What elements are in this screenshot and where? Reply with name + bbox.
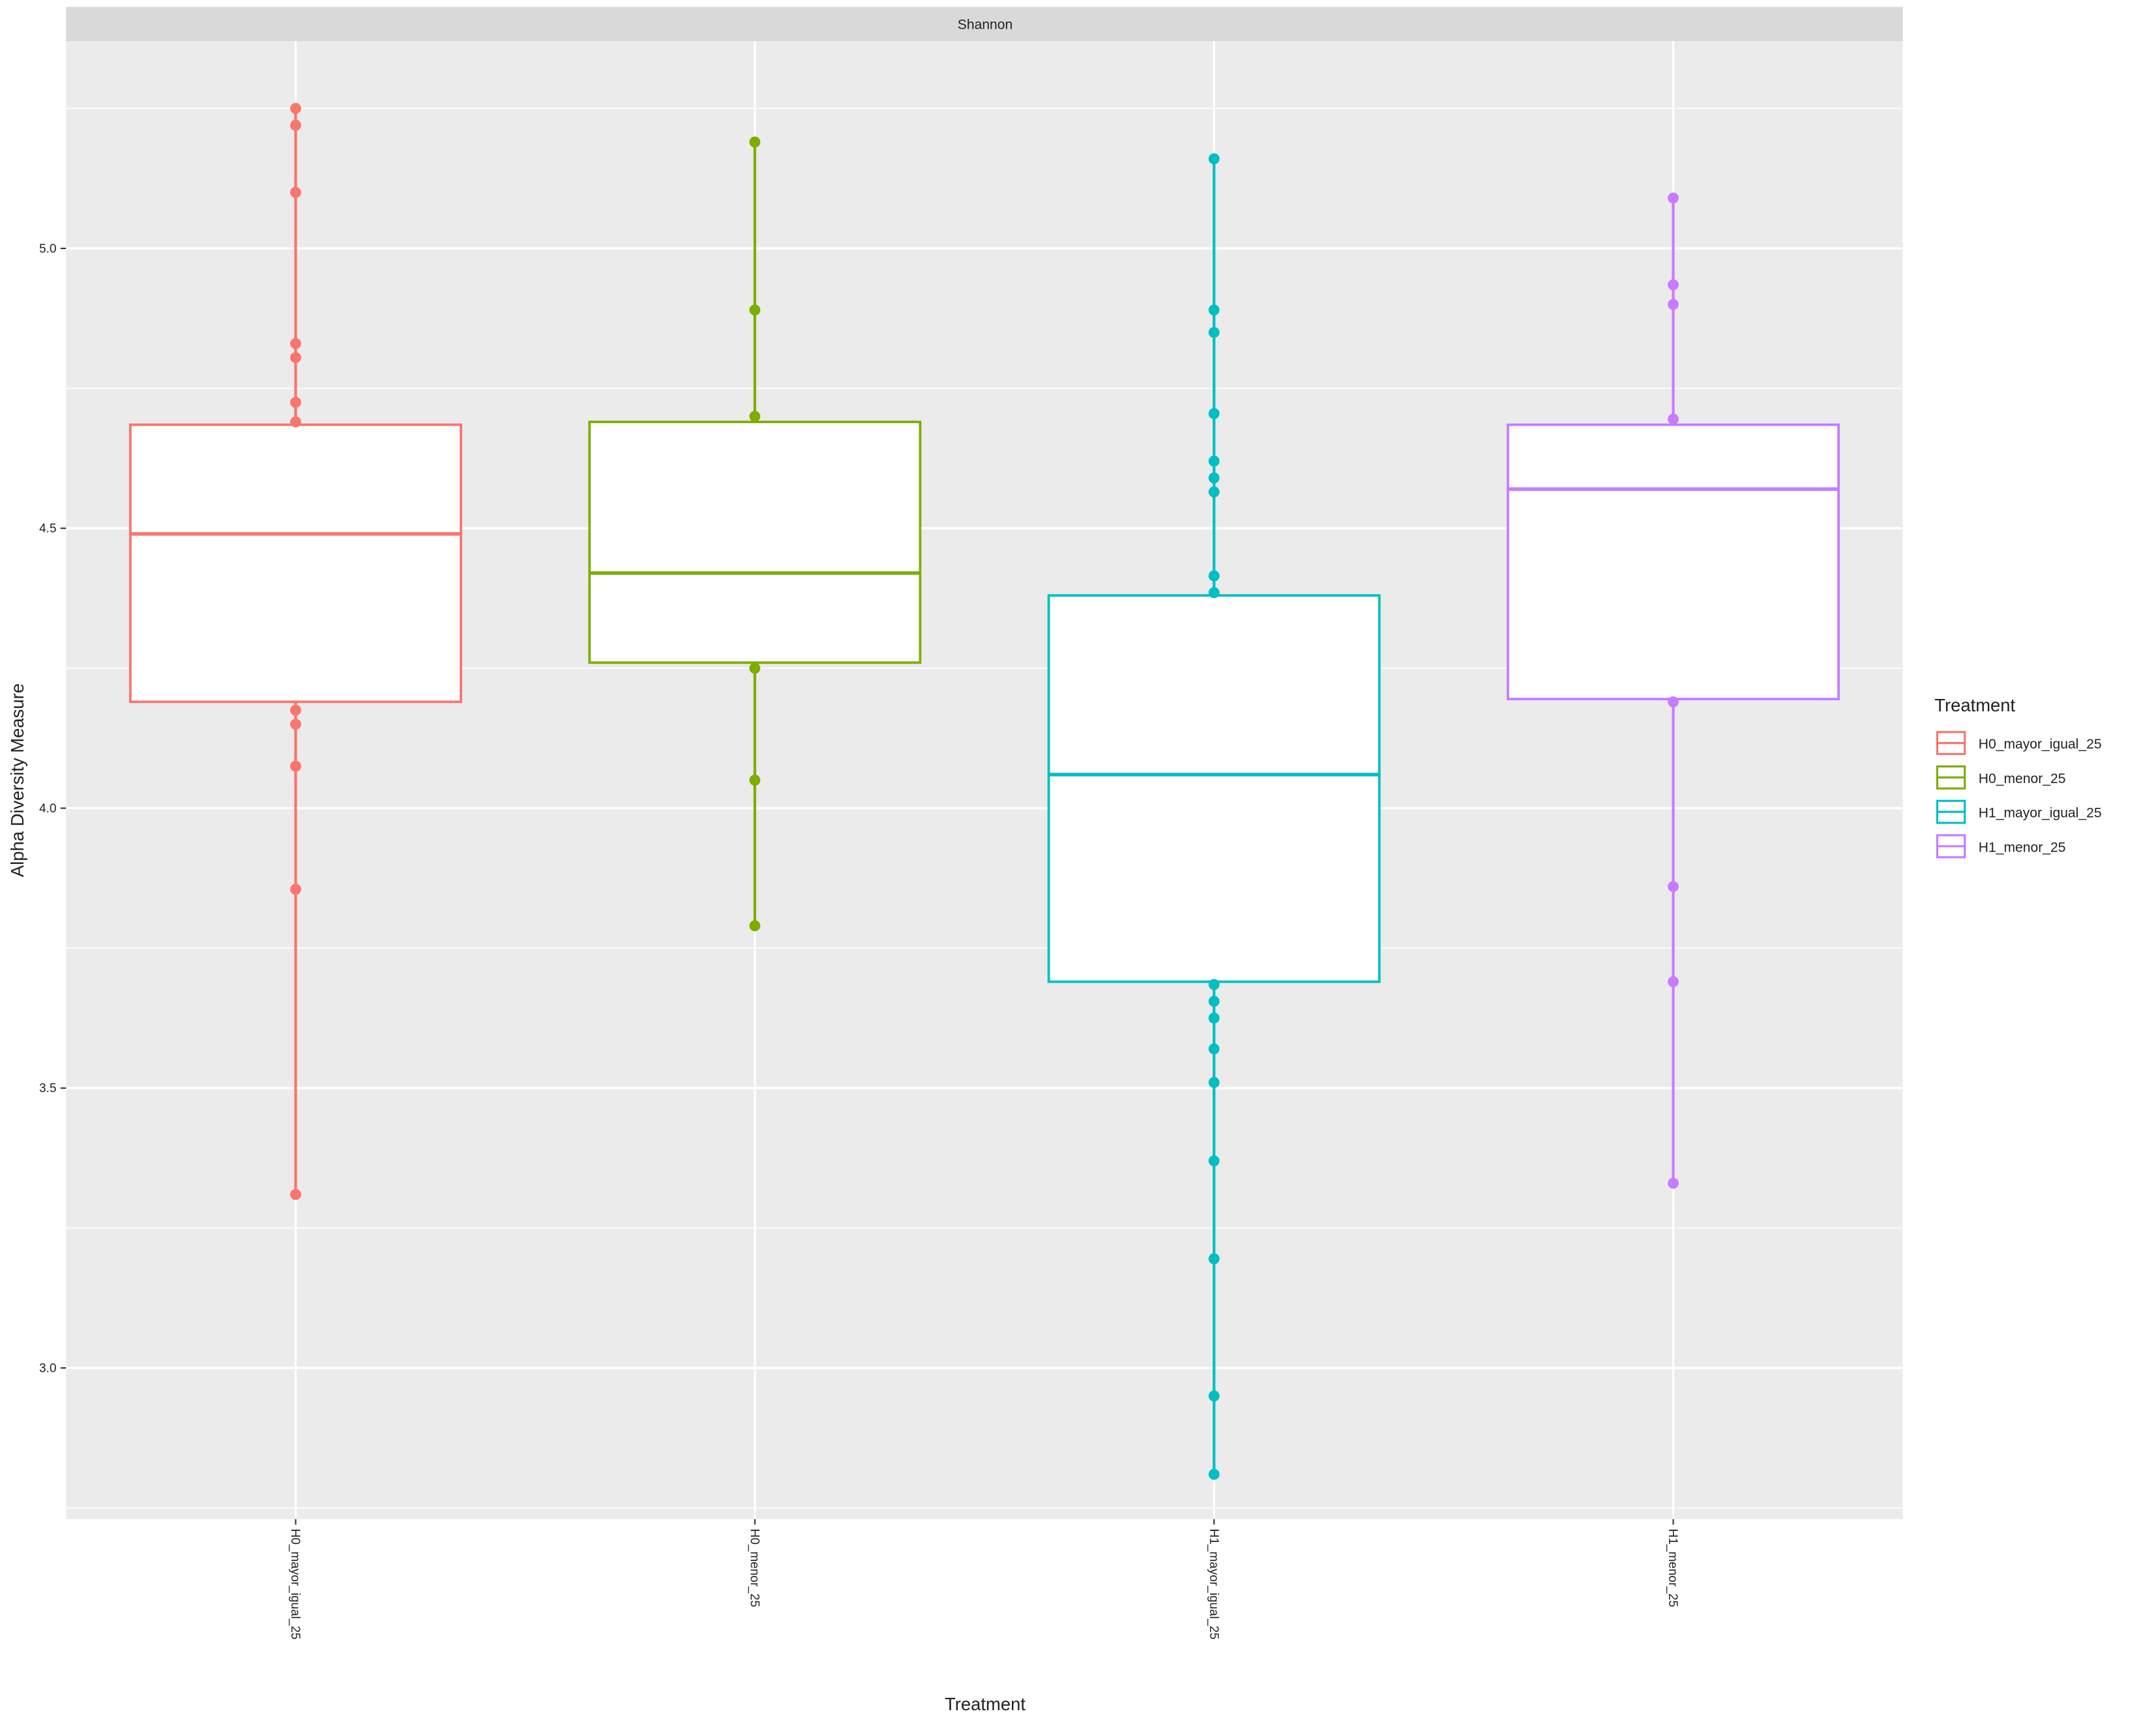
y-tick-label: 4.5	[39, 522, 56, 536]
box-group-H1_menor_25	[1507, 192, 1840, 1189]
data-point	[1668, 1178, 1679, 1189]
data-point	[290, 102, 301, 114]
y-tick-label: 4.0	[39, 802, 56, 816]
box-group-H1_mayor_igual_25	[1047, 153, 1381, 1480]
data-point	[1208, 1155, 1220, 1166]
data-point	[1208, 304, 1220, 316]
data-point	[1208, 486, 1220, 497]
data-point	[1208, 408, 1220, 419]
data-point	[749, 136, 761, 148]
data-point	[1668, 413, 1679, 425]
x-tick-label: H0_mayor_igual_25	[288, 1529, 302, 1640]
box-group-H0_mayor_igual_25	[129, 102, 462, 1200]
x-tick-label: H1_mayor_igual_25	[1207, 1529, 1220, 1640]
data-point	[290, 119, 301, 131]
data-point	[290, 396, 301, 408]
data-point	[1208, 455, 1220, 467]
data-point	[290, 338, 301, 349]
data-point	[1208, 1013, 1220, 1024]
y-tick-label: 3.5	[39, 1082, 56, 1095]
x-axis-title: Treatment	[945, 1694, 1026, 1714]
data-point	[290, 883, 301, 895]
data-point	[1208, 1076, 1220, 1088]
facet-strip	[66, 7, 1903, 42]
legend: Treatment H0_mayor_igual_25 H0_menor_25 H1…	[1934, 695, 2102, 859]
data-point	[1208, 1043, 1220, 1055]
data-point	[1668, 279, 1679, 291]
data-point	[749, 662, 761, 674]
y-tick-label: 3.0	[39, 1361, 56, 1375]
data-point	[1668, 696, 1679, 707]
data-point	[290, 719, 301, 730]
legend-title: Treatment	[1934, 695, 2015, 715]
data-point	[1208, 327, 1220, 338]
facet-title: Shannon	[958, 17, 1012, 32]
legend-label: H0_mayor_igual_25	[1979, 737, 2102, 752]
boxes	[129, 102, 1840, 1480]
data-point	[749, 304, 761, 316]
box	[1047, 594, 1381, 983]
y-tick-label: 5.0	[39, 242, 56, 256]
data-point	[1208, 1468, 1220, 1480]
box	[588, 421, 922, 664]
x-tick-label: H0_menor_25	[747, 1529, 761, 1607]
box	[1507, 423, 1840, 701]
box	[129, 423, 462, 704]
y-axis: 3.0 3.5 4.0 4.5 5.0	[39, 242, 66, 1375]
data-point	[1668, 976, 1679, 988]
legend-label: H1_menor_25	[1979, 840, 2066, 855]
data-point	[290, 416, 301, 428]
data-point	[1208, 587, 1220, 599]
data-point	[1208, 570, 1220, 582]
y-axis-title: Alpha Diversity Measure	[7, 683, 27, 877]
data-point	[1208, 996, 1220, 1007]
data-point	[749, 775, 761, 786]
data-point	[1208, 153, 1220, 165]
data-point	[1668, 192, 1679, 204]
data-point	[290, 351, 301, 363]
data-point	[1208, 1390, 1220, 1402]
x-axis: H0_mayor_igual_25 H0_menor_25 H1_mayor_igu…	[288, 1519, 1679, 1640]
box-group-H0_menor_25	[588, 136, 922, 932]
data-point	[1208, 472, 1220, 484]
plot-panel	[66, 41, 1903, 1519]
data-point	[290, 186, 301, 198]
data-point	[1208, 1253, 1220, 1265]
data-point	[290, 760, 301, 772]
data-point	[749, 411, 761, 422]
data-point	[1668, 299, 1679, 310]
data-point	[1208, 979, 1220, 990]
data-point	[1668, 881, 1679, 893]
x-tick-label: H1_menor_25	[1666, 1529, 1679, 1607]
data-point	[290, 1189, 301, 1200]
legend-label: H1_mayor_igual_25	[1979, 806, 2102, 821]
data-point	[749, 920, 761, 932]
data-point	[290, 704, 301, 716]
legend-label: H0_menor_25	[1979, 771, 2066, 786]
